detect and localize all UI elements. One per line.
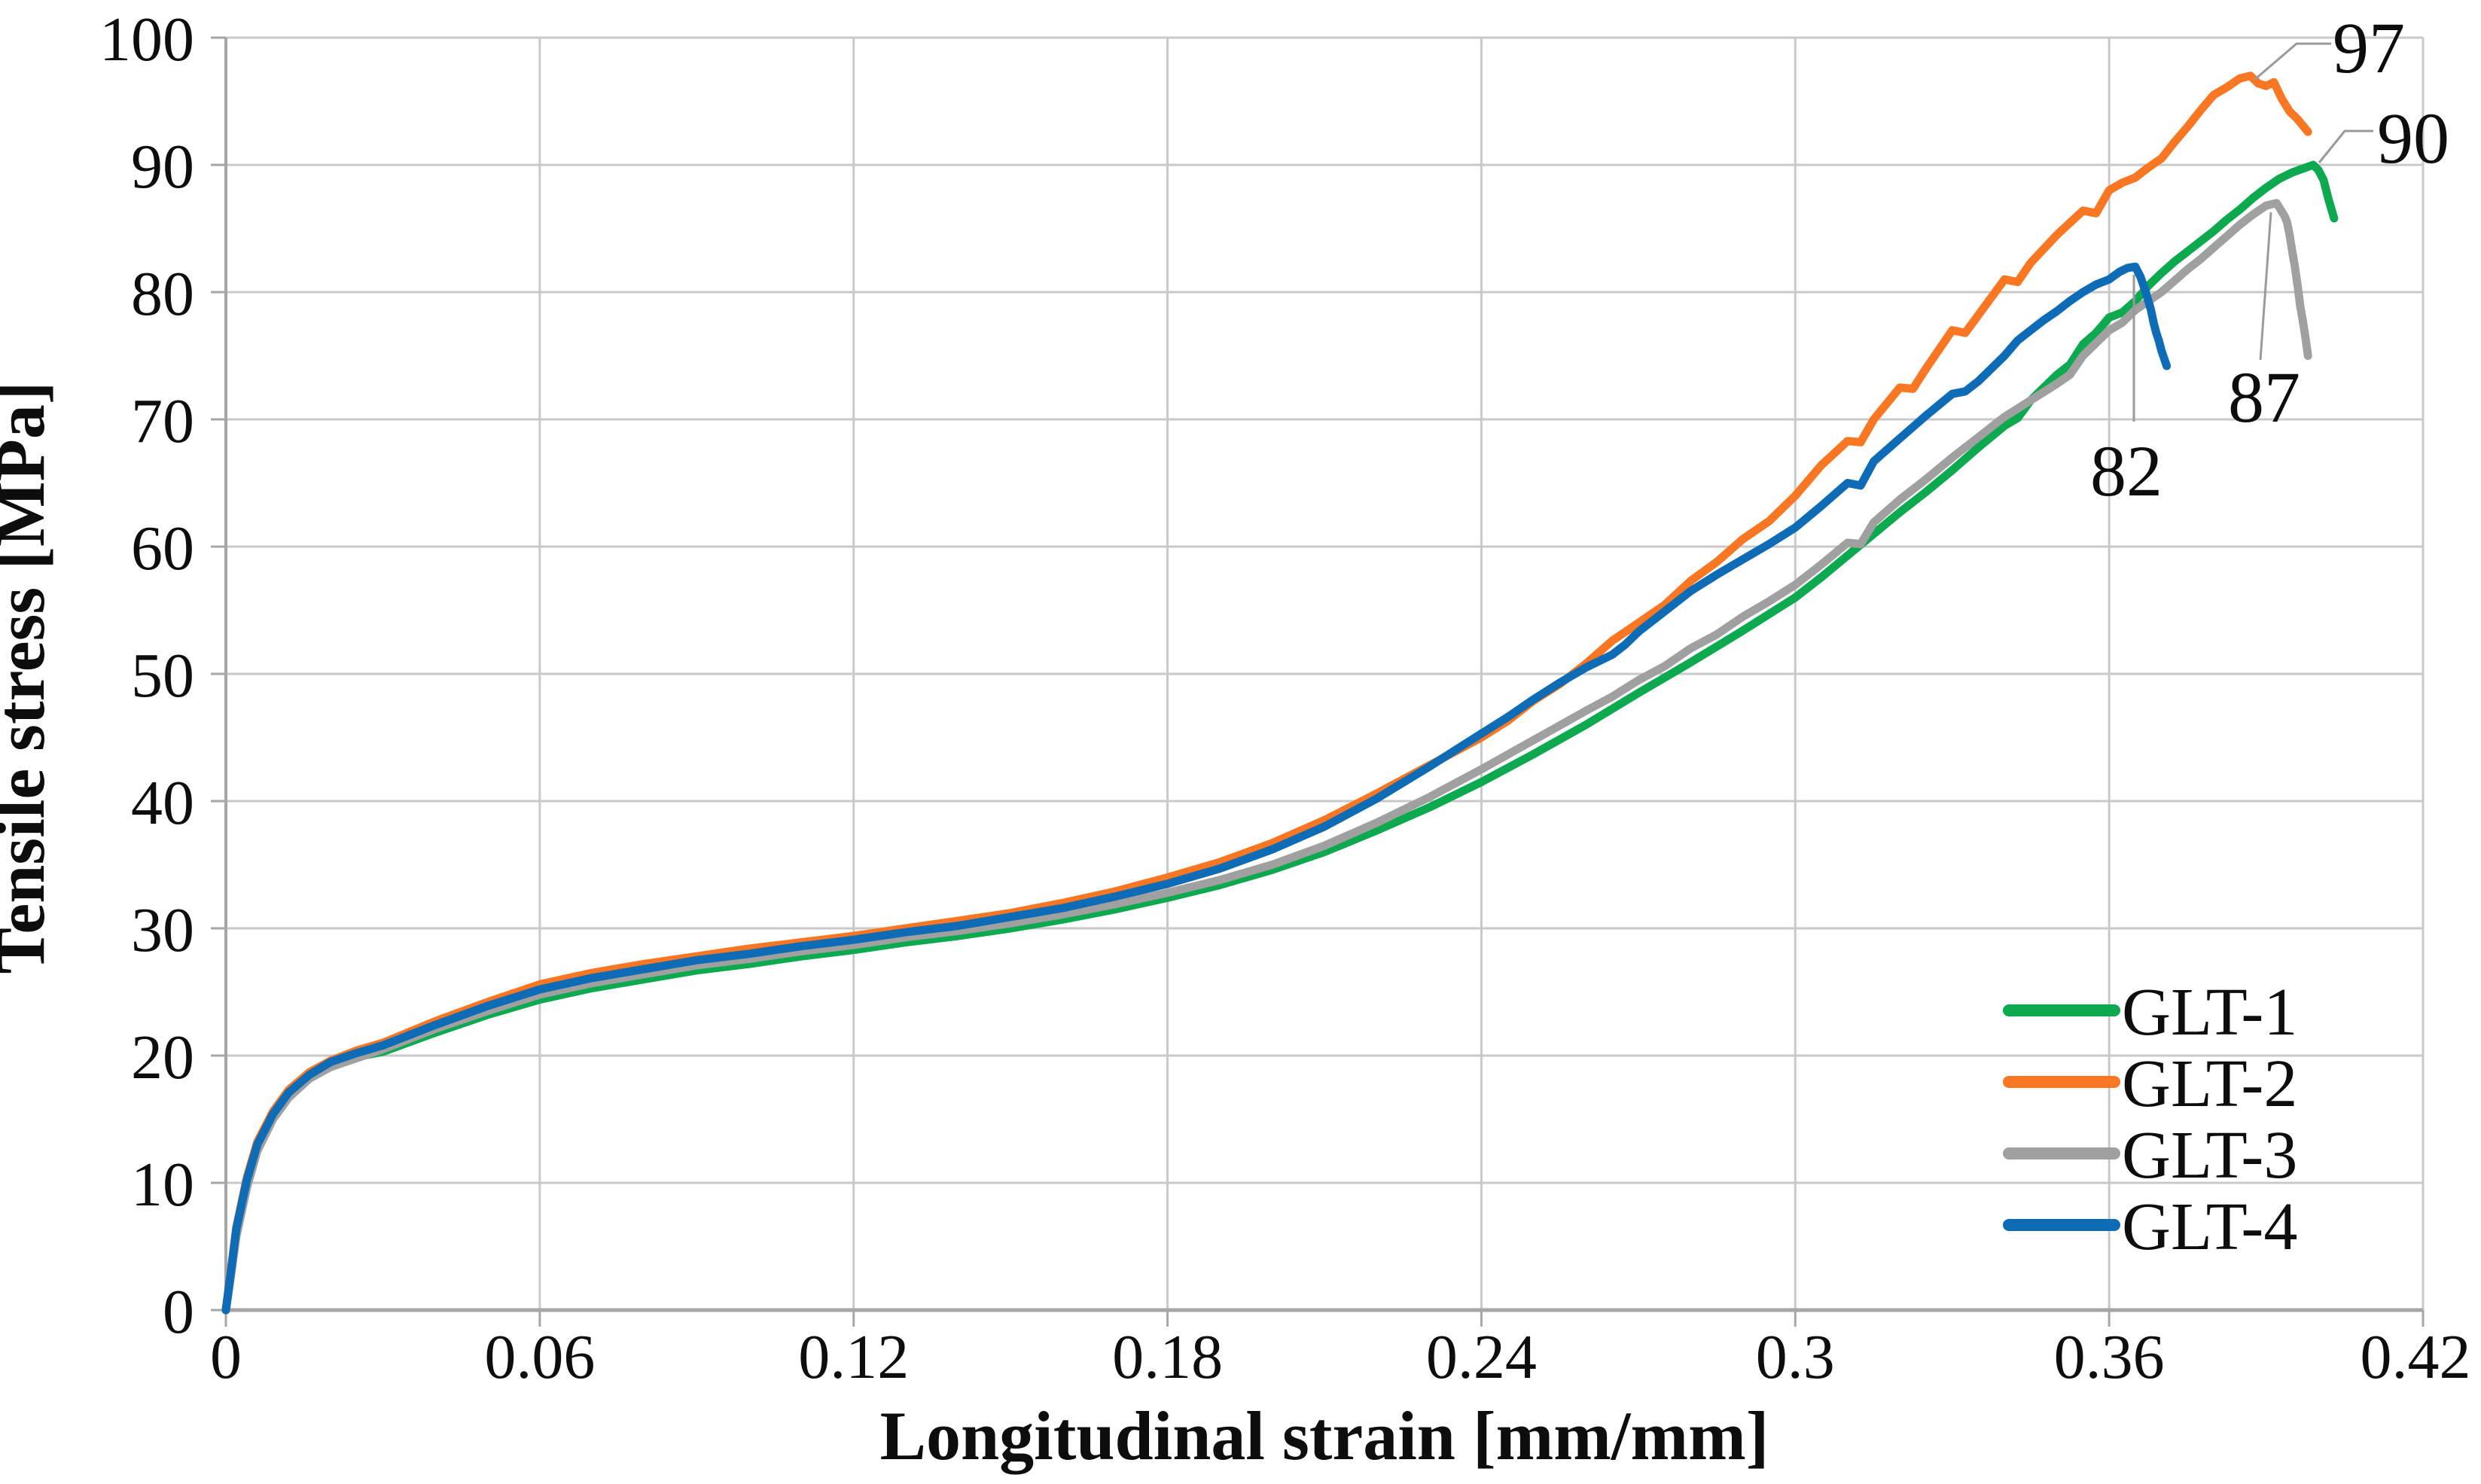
x-tick-label: 0.18	[1112, 1322, 1223, 1392]
legend-label: GLT-3	[2122, 1118, 2297, 1193]
legend-label: GLT-2	[2122, 1047, 2297, 1121]
x-tick-label: 0.36	[2054, 1322, 2165, 1392]
peak-value-label: 82	[2090, 431, 2162, 511]
legend-label: GLT-4	[2122, 1190, 2297, 1264]
peak-value-label: 90	[2377, 98, 2449, 178]
y-tick-labels: 0 10 20 30 40 50 60 70 80 90 100	[99, 5, 194, 1347]
curve-glt-4	[221, 262, 2172, 1315]
y-tick-label: 100	[99, 5, 194, 75]
leader-line	[2259, 212, 2272, 361]
legend-item: GLT-4	[2003, 1190, 2297, 1264]
y-tick-label: 10	[131, 1150, 194, 1220]
legend-item: GLT-1	[2003, 975, 2297, 1050]
x-tick-label: 0.24	[1426, 1322, 1537, 1392]
tick-marks	[211, 36, 2425, 1327]
y-tick-label: 50	[131, 641, 194, 711]
x-tick-label: 0.3	[1756, 1322, 1835, 1392]
legend-item: GLT-3	[2003, 1118, 2297, 1193]
peak-annotations: 97 90 87 82	[2090, 8, 2449, 511]
legend-item: GLT-2	[2003, 1047, 2297, 1121]
curve-glt-3	[221, 199, 2312, 1315]
x-tick-label: 0.42	[2361, 1322, 2471, 1392]
y-axis-title: Tensile stress [MPa]	[0, 381, 59, 974]
y-tick-label: 90	[131, 132, 194, 202]
x-tick-label: 0.06	[484, 1322, 595, 1392]
leader-line	[2318, 130, 2373, 163]
gridlines	[224, 36, 2425, 1312]
x-axis-title: Longitudinal strain [mm/mm]	[880, 1397, 1769, 1474]
x-tick-labels: 0 0.06 0.12 0.18 0.24 0.3 0.36 0.42	[210, 1322, 2471, 1392]
leader-line	[2254, 42, 2331, 81]
series-lines	[221, 72, 2339, 1315]
peak-value-label: 87	[2228, 357, 2300, 437]
y-tick-label: 70	[131, 386, 194, 456]
y-tick-label: 80	[131, 259, 194, 329]
legend-label: GLT-1	[2122, 975, 2297, 1050]
y-tick-label: 40	[131, 768, 194, 838]
curve-glt-2	[221, 72, 2312, 1315]
y-tick-label: 30	[131, 895, 194, 965]
y-tick-label: 60	[131, 513, 194, 584]
y-tick-label: 20	[131, 1022, 194, 1092]
y-tick-label: 0	[163, 1277, 194, 1347]
x-tick-label: 0.12	[798, 1322, 909, 1392]
peak-value-label: 97	[2333, 8, 2405, 88]
x-tick-label: 0	[210, 1322, 242, 1392]
